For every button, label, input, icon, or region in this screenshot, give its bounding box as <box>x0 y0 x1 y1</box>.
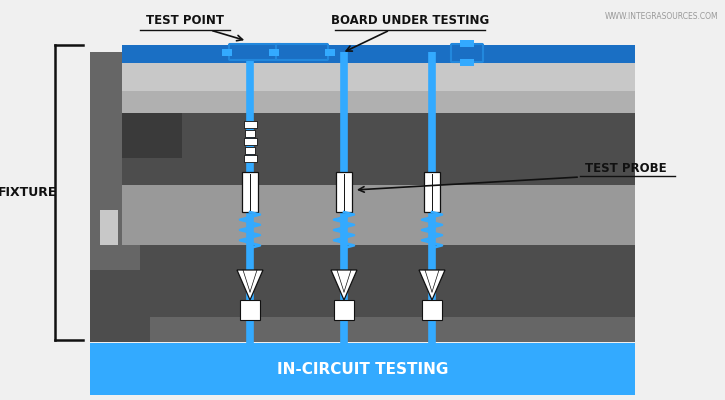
Bar <box>244 155 257 162</box>
Polygon shape <box>331 270 357 300</box>
Text: TEST POINT: TEST POINT <box>146 14 224 26</box>
FancyBboxPatch shape <box>229 44 281 60</box>
Bar <box>222 49 232 56</box>
Bar <box>245 146 255 154</box>
Bar <box>460 59 474 66</box>
Bar <box>460 40 474 47</box>
Bar <box>336 172 352 212</box>
Text: TEST PROBE: TEST PROBE <box>585 162 666 174</box>
Bar <box>122 317 635 342</box>
Bar <box>334 300 354 320</box>
Bar <box>122 91 635 113</box>
Text: BOARD UNDER TESTING: BOARD UNDER TESTING <box>331 14 489 26</box>
Bar <box>122 245 635 317</box>
Bar <box>90 245 140 270</box>
Bar <box>422 300 442 320</box>
Bar <box>122 113 182 158</box>
Polygon shape <box>419 270 445 300</box>
Bar <box>245 130 255 136</box>
Text: IN-CIRCUIT TESTING: IN-CIRCUIT TESTING <box>277 362 448 376</box>
Text: WWW.INTEGRASOURCES.COM: WWW.INTEGRASOURCES.COM <box>605 12 718 21</box>
Bar <box>244 138 257 145</box>
Bar <box>90 270 122 342</box>
Bar <box>100 210 118 265</box>
Bar <box>244 121 257 128</box>
Bar <box>90 52 122 342</box>
Bar <box>424 172 440 212</box>
Polygon shape <box>237 270 263 300</box>
Bar <box>240 300 260 320</box>
Bar <box>122 45 635 63</box>
FancyBboxPatch shape <box>451 44 483 62</box>
Text: FIXTURE: FIXTURE <box>0 186 58 198</box>
FancyBboxPatch shape <box>276 44 328 60</box>
Bar <box>122 185 635 245</box>
Bar <box>122 63 635 91</box>
Bar <box>278 49 288 56</box>
Bar <box>325 49 335 56</box>
Bar <box>90 343 635 395</box>
Bar <box>122 113 635 185</box>
Bar <box>269 49 279 56</box>
Bar <box>242 172 258 212</box>
Bar <box>122 317 150 342</box>
